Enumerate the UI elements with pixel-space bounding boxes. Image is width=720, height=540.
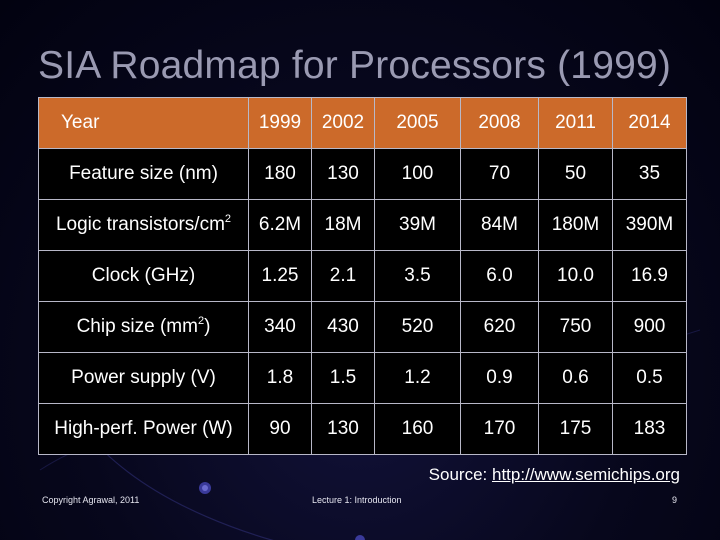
table-row: Logic transistors/cm2 6.2M 18M 39M 84M 1…: [38, 199, 687, 251]
table-cell: 1.5: [311, 352, 375, 404]
table-cell: 175: [538, 403, 613, 455]
table-cell: 180: [248, 148, 312, 200]
row-label: High-perf. Power (W): [38, 403, 249, 455]
slide-title: SIA Roadmap for Processors (1999): [38, 44, 672, 87]
row-label-superscript: 2: [197, 315, 205, 327]
roadmap-table: Year 1999 2002 2005 2008 2011 2014 Featu…: [38, 97, 687, 455]
decorative-orb: [355, 535, 365, 540]
table-cell: 430: [311, 301, 375, 353]
row-label: Clock (GHz): [38, 250, 249, 302]
footer-copyright: Copyright Agrawal, 2011: [42, 495, 140, 505]
table-cell: 3.5: [374, 250, 461, 302]
table-cell: 50: [538, 148, 613, 200]
table-cell: 10.0: [538, 250, 613, 302]
source-citation: Source: http://www.semichips.org: [429, 465, 680, 485]
table-cell: 0.5: [612, 352, 687, 404]
table-cell: 130: [311, 403, 375, 455]
table-cell: 90: [248, 403, 312, 455]
year-cell: 2002: [311, 97, 375, 149]
page-number: 9: [671, 495, 677, 505]
year-cell: 2005: [374, 97, 461, 149]
row-label-text: Logic transistors/cm: [55, 214, 225, 235]
header-label: Year: [38, 97, 249, 149]
row-label-suffix: ): [204, 316, 211, 337]
table-cell: 6.0: [460, 250, 539, 302]
source-prefix: Source:: [428, 465, 492, 484]
table-row: Chip size (mm2) 340 430 520 620 750 900: [38, 301, 687, 353]
table-cell: 183: [612, 403, 687, 455]
row-label: Chip size (mm2): [38, 301, 249, 353]
table-cell: 84M: [460, 199, 539, 251]
table-cell: 0.9: [460, 352, 539, 404]
row-label-superscript: 2: [224, 213, 232, 225]
table-row: Power supply (V) 1.8 1.5 1.2 0.9 0.6 0.5: [38, 352, 687, 404]
table-cell: 39M: [374, 199, 461, 251]
table-cell: 390M: [612, 199, 687, 251]
footer-lecture: Lecture 1: Introduction: [312, 495, 402, 505]
decorative-orb: [202, 485, 208, 491]
table-cell: 6.2M: [248, 199, 312, 251]
table-header-row: Year 1999 2002 2005 2008 2011 2014: [38, 97, 687, 149]
table-row: Feature size (nm) 180 130 100 70 50 35: [38, 148, 687, 200]
table-cell: 18M: [311, 199, 375, 251]
table-cell: 1.2: [374, 352, 461, 404]
table-cell: 900: [612, 301, 687, 353]
table-cell: 160: [374, 403, 461, 455]
table-cell: 520: [374, 301, 461, 353]
year-cell: 2014: [612, 97, 687, 149]
table-cell: 620: [460, 301, 539, 353]
table-cell: 0.6: [538, 352, 613, 404]
table-cell: 130: [311, 148, 375, 200]
table-cell: 170: [460, 403, 539, 455]
year-cell: 2008: [460, 97, 539, 149]
table-cell: 180M: [538, 199, 613, 251]
table-cell: 70: [460, 148, 539, 200]
table-cell: 1.25: [248, 250, 312, 302]
table-row: High-perf. Power (W) 90 130 160 170 175 …: [38, 403, 687, 455]
row-label: Power supply (V): [38, 352, 249, 404]
table-row: Clock (GHz) 1.25 2.1 3.5 6.0 10.0 16.9: [38, 250, 687, 302]
table-cell: 35: [612, 148, 687, 200]
table-cell: 1.8: [248, 352, 312, 404]
row-label: Feature size (nm): [38, 148, 249, 200]
year-cell: 1999: [248, 97, 312, 149]
table-cell: 340: [248, 301, 312, 353]
table-cell: 750: [538, 301, 613, 353]
table-cell: 2.1: [311, 250, 375, 302]
table-cell: 100: [374, 148, 461, 200]
row-label: Logic transistors/cm2: [38, 199, 249, 251]
year-cell: 2011: [538, 97, 613, 149]
source-link[interactable]: http://www.semichips.org: [491, 465, 680, 484]
row-label-text: Chip size (mm: [76, 316, 198, 337]
table-cell: 16.9: [612, 250, 687, 302]
